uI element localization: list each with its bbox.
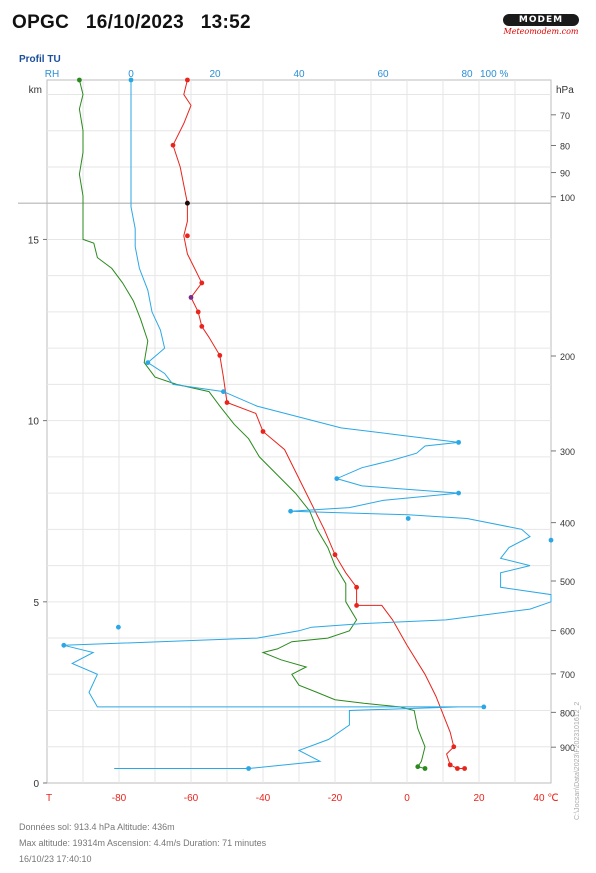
top-tick-label: 40: [293, 69, 305, 80]
bottom-axis-label: T: [46, 793, 52, 804]
right-tick-label: 200: [560, 352, 575, 362]
top-axis-end-label: 100 %: [480, 69, 508, 80]
modem-logo: MODEM Meteomodem.com: [503, 14, 579, 38]
temperature-point: [260, 429, 266, 434]
temperature-point: [185, 233, 190, 239]
right-tick-label: 300: [560, 447, 575, 457]
temperature-point: [332, 552, 338, 558]
temperature-point: [455, 766, 460, 771]
right-tick-label: 90: [560, 169, 570, 179]
footer-timestamp: 16/10/23 17:40:10: [19, 854, 92, 864]
humidity-point: [128, 77, 134, 83]
temperature-point: [224, 400, 230, 405]
temperature-point: [185, 77, 190, 83]
humidity-line: [63, 80, 552, 769]
right-tick-label: 800: [560, 708, 575, 718]
right-axis-label: hPa: [556, 85, 574, 96]
humidity-point: [456, 490, 461, 496]
temperature-point: [170, 142, 176, 148]
left-tick-label: 0: [33, 779, 39, 790]
right-tick-label: 400: [560, 519, 575, 529]
temperature-line: [172, 79, 465, 769]
temperature-point: [447, 762, 453, 768]
header-title: OPGC 16/10/2023 13:52: [12, 12, 251, 34]
temperature-point: [199, 324, 205, 329]
bottom-axis-end-label: 40 ℃: [533, 793, 558, 804]
humidity-point: [221, 389, 226, 395]
left-axis-label: km: [29, 85, 42, 96]
humidity-point: [116, 624, 121, 630]
dewpoint-point: [415, 764, 421, 770]
top-tick-label: 20: [209, 69, 221, 80]
bottom-tick-label: -80: [112, 793, 127, 804]
right-tick-label: 100: [560, 193, 575, 203]
left-tick-label: 15: [28, 235, 40, 246]
sounding-time: 13:52: [200, 12, 251, 33]
logo-url: Meteomodem.com: [503, 27, 579, 36]
station-name: OPGC: [12, 12, 70, 33]
humidity-point: [145, 360, 151, 366]
temperature-point: [354, 603, 359, 608]
right-tick-label: 80: [560, 141, 570, 151]
right-tick-label: 70: [560, 111, 570, 121]
temperature-point: [217, 353, 223, 358]
humidity-point: [481, 704, 487, 710]
bottom-tick-label: 0: [404, 793, 410, 804]
humidity-point: [288, 508, 293, 514]
bottom-tick-label: 20: [473, 793, 485, 804]
humidity-point: [334, 476, 340, 482]
temperature-special-point: [188, 295, 194, 300]
chart-subtitle: Profil TU: [19, 54, 61, 65]
temperature-point: [199, 280, 205, 286]
top-tick-label: 80: [461, 69, 473, 80]
humidity-point: [405, 516, 411, 521]
bottom-tick-label: -40: [256, 793, 271, 804]
right-tick-label: 700: [560, 670, 575, 680]
file-path-note: C:\Jocsan\Data\2023\F2023101612_2: [574, 701, 581, 820]
temperature-point: [354, 584, 359, 590]
right-tick-label: 900: [560, 743, 575, 753]
tropopause-point: [185, 200, 190, 206]
temperature-point: [451, 744, 457, 750]
dewpoint-line: [78, 79, 426, 769]
bottom-tick-label: -20: [328, 793, 343, 804]
humidity-point: [456, 439, 461, 445]
temperature-point: [195, 309, 201, 315]
top-axis-label: RH: [45, 69, 59, 80]
humidity-point: [246, 766, 252, 771]
right-tick-label: 600: [560, 627, 575, 637]
humidity-point: [548, 537, 554, 543]
dewpoint-point: [422, 766, 428, 771]
logo-wordmark: MODEM: [503, 14, 579, 26]
temperature-point: [462, 766, 467, 771]
dewpoint-point: [77, 77, 82, 83]
footer-ground: Données sol: 913.4 hPa Altitude: 436m: [19, 822, 175, 832]
humidity-point: [61, 642, 67, 648]
right-tick-label: 500: [560, 577, 575, 587]
left-tick-label: 10: [28, 417, 40, 428]
left-tick-label: 5: [33, 598, 39, 609]
sounding-date: 16/10/2023: [85, 12, 184, 33]
bottom-tick-label: -60: [184, 793, 199, 804]
top-tick-label: 0: [128, 69, 134, 80]
footer-flight: Max altitude: 19314m Ascension: 4.4m/s D…: [19, 838, 267, 848]
top-tick-label: 60: [377, 69, 389, 80]
